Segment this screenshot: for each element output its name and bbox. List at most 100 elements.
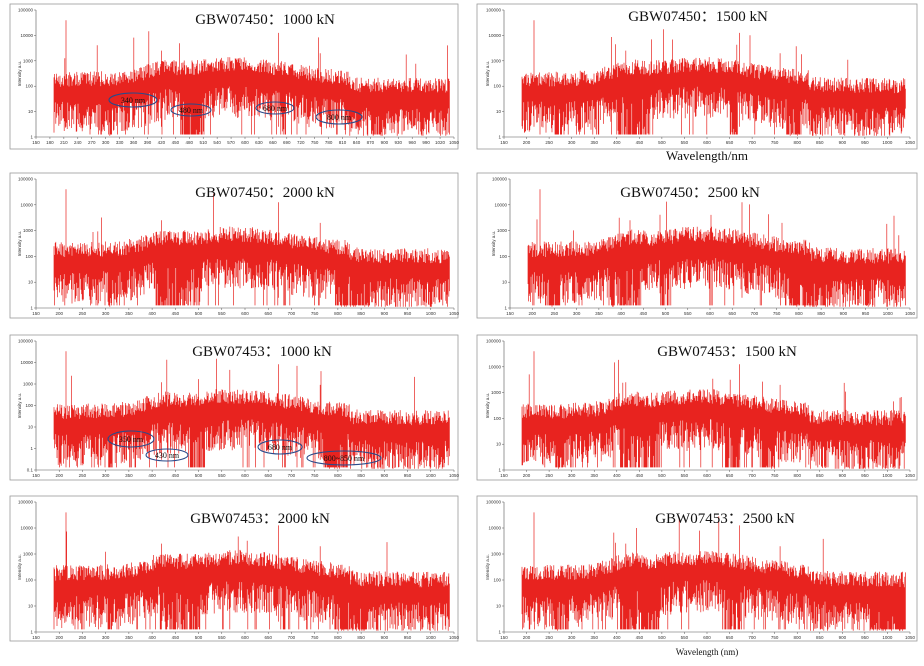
y-axis-label: Intensity a.u.	[491, 231, 496, 257]
x-tick-label: 600	[241, 140, 249, 145]
y-tick-label: 10	[28, 604, 34, 609]
x-tick-label: 600	[706, 311, 714, 316]
y-tick-label: 10000	[20, 33, 33, 38]
x-tick-label: 400	[613, 140, 621, 145]
x-tick-label: 350	[595, 311, 603, 316]
x-tick-label: 850	[357, 473, 365, 478]
x-tick-label: 600	[703, 473, 711, 478]
x-tick-label: 300	[102, 311, 110, 316]
x-tick-label: 550	[681, 140, 689, 145]
x-tick-label: 700	[748, 635, 756, 640]
x-tick-label: 350	[590, 635, 598, 640]
x-tick-label: 800	[334, 311, 342, 316]
x-axis-label: Wavelength/nm	[666, 148, 748, 163]
y-tick-label: 100	[25, 578, 33, 583]
x-tick-label: 350	[590, 473, 598, 478]
x-tick-label: 500	[658, 140, 666, 145]
chart-title: GBW07450：1000 kN	[195, 12, 335, 28]
x-tick-label: 450	[172, 140, 180, 145]
y-axis-label: Intensity a.u.	[485, 554, 490, 580]
y-tick-label: 10000	[488, 364, 501, 369]
y-tick-label: 1	[30, 630, 33, 635]
chart-title: GBW07450：2500 kN	[620, 185, 760, 201]
x-tick-label: 250	[545, 140, 553, 145]
spectrum-series	[521, 20, 906, 136]
x-tick-label: 200	[55, 473, 63, 478]
x-tick-label: 900	[839, 140, 847, 145]
annotation-ellipse	[315, 109, 363, 125]
chart-title: GBW07453：1500 kN	[657, 344, 797, 360]
x-tick-label: 450	[172, 635, 180, 640]
x-tick-label: 900	[840, 311, 848, 316]
annotation-ellipse	[255, 101, 295, 115]
x-tick-label: 480	[186, 140, 194, 145]
x-tick-label: 250	[79, 635, 87, 640]
x-tick-label: 870	[367, 140, 375, 145]
chart-title: GBW07450：1500 kN	[628, 9, 768, 25]
x-tick-label: 500	[195, 473, 203, 478]
x-tick-label: 450	[636, 140, 644, 145]
x-tick-label: 250	[551, 311, 559, 316]
y-tick-label: 10	[28, 425, 34, 430]
annotation-label: 430 nm	[155, 451, 180, 460]
y-tick-label: 0.1	[27, 468, 34, 473]
y-tick-label: 1000	[491, 552, 502, 557]
y-tick-label: 10000	[20, 360, 33, 365]
x-tick-label: 750	[311, 140, 319, 145]
spectrum-series	[53, 512, 450, 631]
x-tick-label: 300	[102, 140, 110, 145]
y-tick-label: 1000	[23, 552, 34, 557]
x-tick-label: 630	[255, 140, 263, 145]
x-tick-label: 650	[264, 311, 272, 316]
x-tick-label: 800	[334, 635, 342, 640]
y-tick-label: 10	[496, 109, 502, 114]
x-tick-label: 450	[640, 311, 648, 316]
x-tick-label: 550	[684, 311, 692, 316]
x-tick-label: 300	[568, 635, 576, 640]
annotation-ellipse	[145, 448, 189, 462]
x-tick-label: 450	[172, 473, 180, 478]
x-tick-label: 1020	[435, 140, 446, 145]
x-tick-label: 990	[422, 140, 430, 145]
y-tick-label: 10	[502, 280, 508, 285]
x-tick-label: 500	[195, 635, 203, 640]
x-tick-label: 570	[227, 140, 235, 145]
x-tick-label: 850	[816, 140, 824, 145]
spectrum-series	[527, 189, 906, 307]
x-tick-label: 250	[545, 473, 553, 478]
x-tick-label: 800	[334, 473, 342, 478]
spectrum-series	[521, 351, 906, 469]
spectrum-series	[521, 512, 906, 631]
x-tick-label: 300	[568, 473, 576, 478]
x-tick-label: 300	[102, 473, 110, 478]
x-tick-label: 950	[404, 635, 412, 640]
chart-title: GBW07450：2000 kN	[195, 185, 335, 201]
x-tick-label: 300	[102, 635, 110, 640]
annotation-ellipse	[306, 450, 382, 466]
y-tick-label: 1000	[491, 390, 502, 395]
spectrum-series	[53, 351, 450, 469]
y-axis-label: Intensity a.u.	[17, 61, 22, 87]
y-tick-label: 100000	[486, 339, 502, 344]
x-tick-label: 700	[288, 635, 296, 640]
annotation-label: 480 nm	[179, 106, 204, 115]
annotation-ellipse	[170, 103, 212, 117]
y-tick-label: 10	[496, 442, 502, 447]
y-tick-label: 100	[25, 84, 33, 89]
x-tick-label: 1050	[905, 140, 916, 145]
y-tick-label: 1000	[23, 382, 34, 387]
x-tick-label: 350	[590, 140, 598, 145]
x-tick-label: 150	[500, 140, 508, 145]
x-tick-label: 750	[311, 311, 319, 316]
x-tick-label: 540	[213, 140, 221, 145]
x-tick-label: 720	[297, 140, 305, 145]
x-tick-label: 150	[32, 311, 40, 316]
y-axis-label: Intensity a.u.	[17, 231, 22, 257]
x-tick-label: 750	[311, 473, 319, 478]
chart-panel-5: 0.1 1 10 100 1000 10000 100000 Intensity a.u. 15…	[9, 334, 460, 481]
y-tick-label: 1000	[491, 58, 502, 63]
x-tick-label: 300	[568, 140, 576, 145]
x-tick-label: 800	[793, 473, 801, 478]
x-tick-label: 1050	[449, 473, 460, 478]
x-tick-label: 900	[381, 311, 389, 316]
